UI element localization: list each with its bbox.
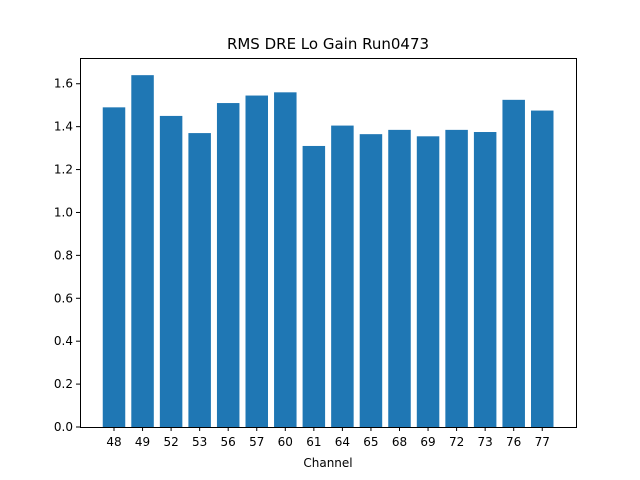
y-tick-label-1.6: 1.6 xyxy=(54,77,73,91)
x-tick-label-69: 69 xyxy=(420,435,435,449)
bar-76 xyxy=(502,99,525,428)
plot-frame xyxy=(80,58,577,428)
x-tick-label-52: 52 xyxy=(163,435,178,449)
y-tick-label-0.8: 0.8 xyxy=(54,248,73,262)
x-tick-label-53: 53 xyxy=(192,435,207,449)
x-tick-label-72: 72 xyxy=(449,435,464,449)
bar-48 xyxy=(102,107,126,428)
y-tick-label-1.4: 1.4 xyxy=(54,120,73,134)
x-tick-label-49: 49 xyxy=(135,435,150,449)
x-tick-label-68: 68 xyxy=(392,435,407,449)
bar-56 xyxy=(216,103,240,428)
bar-49 xyxy=(131,75,154,428)
bars-group xyxy=(102,75,554,428)
y-tick-label-0.6: 0.6 xyxy=(54,291,73,305)
bar-60 xyxy=(274,92,297,427)
bar-64 xyxy=(331,125,354,427)
x-axis-label: Channel xyxy=(303,456,352,470)
x-tick-label-57: 57 xyxy=(249,435,264,449)
bar-61 xyxy=(302,145,326,428)
x-tick-label-77: 77 xyxy=(535,435,550,449)
bar-77 xyxy=(531,110,554,428)
bar-72 xyxy=(445,129,468,427)
y-tick-label-0.4: 0.4 xyxy=(54,334,73,348)
x-tick-label-56: 56 xyxy=(221,435,236,449)
bar-65 xyxy=(359,134,383,427)
bar-69 xyxy=(416,136,440,427)
x-axis: 48 49 52 53 56 57 60 61 64 65 68 69 72 73 76 77 xyxy=(106,427,550,449)
x-tick-label-64: 64 xyxy=(335,435,350,449)
y-tick-label-1.2: 1.2 xyxy=(54,163,73,177)
bar-68 xyxy=(388,129,411,427)
x-tick-label-65: 65 xyxy=(363,435,378,449)
bar-52 xyxy=(159,115,183,428)
x-tick-label-48: 48 xyxy=(106,435,121,449)
bar-53 xyxy=(188,133,211,427)
chart-title: RMS DRE Lo Gain Run0473 xyxy=(227,35,429,53)
y-tick-label-0.0: 0.0 xyxy=(54,420,73,434)
bar-57 xyxy=(245,95,268,427)
x-tick-label-76: 76 xyxy=(506,435,521,449)
y-tick-label-0.2: 0.2 xyxy=(54,377,73,391)
x-tick-label-60: 60 xyxy=(278,435,293,449)
bar-73 xyxy=(473,132,497,428)
x-tick-label-61: 61 xyxy=(306,435,321,449)
y-tick-label-1.0: 1.0 xyxy=(54,205,73,219)
x-tick-label-73: 73 xyxy=(478,435,493,449)
y-axis: 0.0 0.2 0.4 0.6 0.8 1.0 1.2 1.4 1.6 xyxy=(54,77,80,434)
